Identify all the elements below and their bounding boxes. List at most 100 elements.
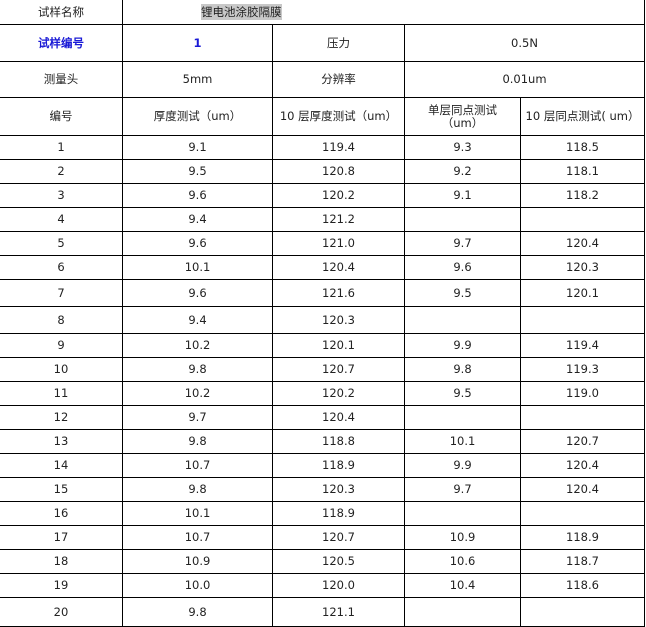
table-cell: 19 [0, 573, 123, 598]
table-cell: 9.8 [404, 357, 521, 382]
table-cell: 10 [0, 357, 123, 382]
table-cell: 9.4 [122, 207, 273, 232]
table-cell: 9.3 [404, 135, 521, 160]
table-cell: 18 [0, 549, 123, 574]
table-cell: 9.9 [404, 333, 521, 358]
table-cell: 10.7 [122, 453, 273, 478]
column-header: 单层同点测试（um） [404, 97, 521, 136]
sample-name-row: 试样名称 锂电池涂胶隔膜 [0, 0, 645, 25]
table-cell: 9.5 [404, 279, 521, 307]
table-cell: 118.9 [520, 525, 645, 550]
table-cell: 9.7 [122, 405, 273, 430]
table-cell: 3 [0, 183, 123, 208]
table-row: 18 10.9 120.5 10.6 118.7 [0, 549, 645, 574]
table-cell: 118.5 [520, 135, 645, 160]
table-cell [404, 501, 521, 526]
table-cell: 9.8 [122, 597, 273, 627]
table-row: 11 10.2 120.2 9.5 119.0 [0, 381, 645, 406]
table-cell: 10.1 [122, 501, 273, 526]
sample-no-row: 试样编号 1 压力 0.5N [0, 24, 645, 62]
table-cell: 9.1 [404, 183, 521, 208]
table-cell: 118.9 [272, 501, 405, 526]
table-cell: 16 [0, 501, 123, 526]
table-row: 3 9.6 120.2 9.1 118.2 [0, 183, 645, 208]
table-cell: 10.1 [122, 255, 273, 280]
table-row: 15 9.8 120.3 9.7 120.4 [0, 477, 645, 502]
table-cell: 118.7 [520, 549, 645, 574]
probe-row: 测量头 5mm 分辨率 0.01um [0, 61, 645, 98]
table-row: 9 10.2 120.1 9.9 119.4 [0, 333, 645, 358]
sample-name-value: 锂电池涂胶隔膜 [201, 3, 282, 20]
table-cell: 120.7 [272, 357, 405, 382]
table-cell: 121.6 [272, 279, 405, 307]
table-row: 5 9.6 121.0 9.7 120.4 [0, 231, 645, 256]
table-cell: 10.6 [404, 549, 521, 574]
table-cell: 10.1 [404, 429, 521, 454]
table-cell: 119.4 [520, 333, 645, 358]
table-cell: 9.5 [122, 159, 273, 184]
table-cell: 120.0 [272, 573, 405, 598]
table-cell [520, 306, 645, 334]
table-row: 20 9.8 121.1 [0, 597, 645, 627]
table-cell: 120.7 [520, 429, 645, 454]
table-cell: 20 [0, 597, 123, 627]
table-row: 19 10.0 120.0 10.4 118.6 [0, 573, 645, 598]
table-cell: 121.0 [272, 231, 405, 256]
table-cell: 118.1 [520, 159, 645, 184]
table-cell: 11 [0, 381, 123, 406]
sample-name-cell: 锂电池涂胶隔膜 [122, 0, 645, 25]
table-cell [520, 501, 645, 526]
table-cell [404, 405, 521, 430]
table-cell [404, 207, 521, 232]
table-cell: 10.0 [122, 573, 273, 598]
pressure-label: 压力 [272, 24, 405, 62]
table-row: 7 9.6 121.6 9.5 120.1 [0, 279, 645, 307]
table-cell: 120.3 [520, 255, 645, 280]
table-cell: 9.4 [122, 306, 273, 334]
table-cell [520, 207, 645, 232]
table-cell: 120.1 [520, 279, 645, 307]
column-header: 10 层厚度测试（um） [272, 97, 405, 136]
table-cell: 118.8 [272, 429, 405, 454]
table-row: 1 9.1 119.4 9.3 118.5 [0, 135, 645, 160]
table-cell: 9.6 [122, 183, 273, 208]
column-header: 编号 [0, 97, 123, 136]
resolution-value: 0.01um [404, 61, 645, 98]
table-cell: 15 [0, 477, 123, 502]
sample-no-value: 1 [122, 24, 273, 62]
table-cell: 6 [0, 255, 123, 280]
table-cell: 9 [0, 333, 123, 358]
table-cell: 120.4 [520, 477, 645, 502]
table-cell: 119.3 [520, 357, 645, 382]
table-cell: 120.5 [272, 549, 405, 574]
table-cell: 9.2 [404, 159, 521, 184]
table-cell: 10.9 [122, 549, 273, 574]
table-cell: 118.9 [272, 453, 405, 478]
table-row: 2 9.5 120.8 9.2 118.1 [0, 159, 645, 184]
table-cell: 120.7 [272, 525, 405, 550]
table-cell: 9.6 [404, 255, 521, 280]
table-cell: 9.8 [122, 357, 273, 382]
table-cell: 8 [0, 306, 123, 334]
table-cell: 9.5 [404, 381, 521, 406]
column-header: 10 层同点测试( um） [520, 97, 645, 136]
table-cell: 121.1 [272, 597, 405, 627]
table-cell: 12 [0, 405, 123, 430]
table-cell: 120.4 [272, 405, 405, 430]
table-cell: 9.6 [122, 231, 273, 256]
table-row: 6 10.1 120.4 9.6 120.3 [0, 255, 645, 280]
table-row: 16 10.1 118.9 [0, 501, 645, 526]
table-cell: 10.9 [404, 525, 521, 550]
table-row: 10 9.8 120.7 9.8 119.3 [0, 357, 645, 382]
table-row: 12 9.7 120.4 [0, 405, 645, 430]
table-cell: 9.8 [122, 429, 273, 454]
table-cell: 17 [0, 525, 123, 550]
probe-value: 5mm [122, 61, 273, 98]
table-cell: 7 [0, 279, 123, 307]
table-row: 8 9.4 120.3 [0, 306, 645, 334]
table-cell: 10.2 [122, 333, 273, 358]
table-cell: 5 [0, 231, 123, 256]
table-cell: 120.4 [272, 255, 405, 280]
table-cell: 9.7 [404, 477, 521, 502]
